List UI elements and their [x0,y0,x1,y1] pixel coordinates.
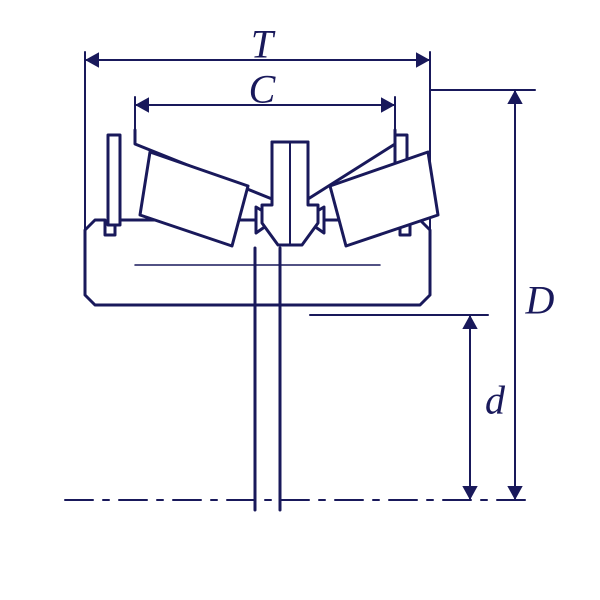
diagram-svg [0,0,600,600]
bearing-diagram: T C D d [0,0,600,600]
dim-label-d: d [485,377,505,424]
dim-label-D: D [526,277,555,324]
dim-label-T: T [251,21,273,68]
dim-label-C: C [249,66,276,113]
